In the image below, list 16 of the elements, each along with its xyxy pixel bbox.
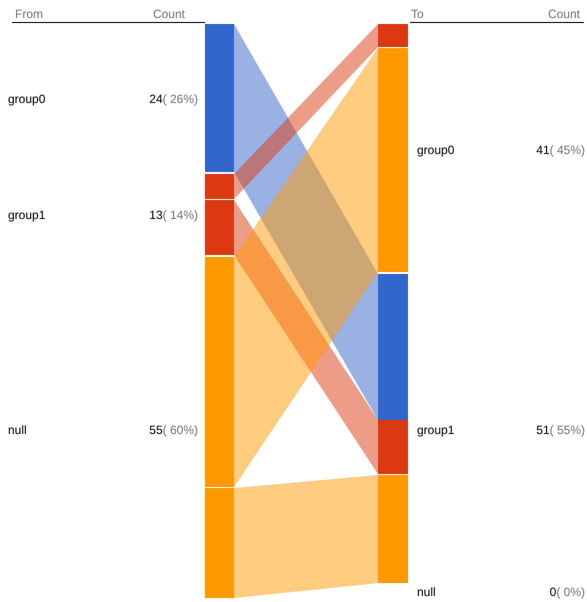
data-label: 13( 14%) — [149, 208, 198, 222]
text: To — [411, 7, 424, 21]
category-label: group1 — [417, 423, 454, 437]
category-label: group0 — [417, 143, 454, 157]
category-label: null — [8, 423, 27, 437]
data-label: 55( 60%) — [149, 423, 198, 437]
text: Count — [548, 7, 580, 21]
data-label: 51( 55%) — [536, 423, 585, 437]
category-label: null — [417, 585, 436, 599]
data-label: 41( 45%) — [536, 143, 585, 157]
category-label: group1 — [8, 208, 46, 222]
category-label: group0 — [8, 92, 46, 106]
data-label: 0( 0%) — [550, 585, 585, 599]
text: From — [15, 7, 43, 21]
data-label: 24( 26%) — [149, 92, 198, 106]
text: Count — [152, 7, 185, 21]
